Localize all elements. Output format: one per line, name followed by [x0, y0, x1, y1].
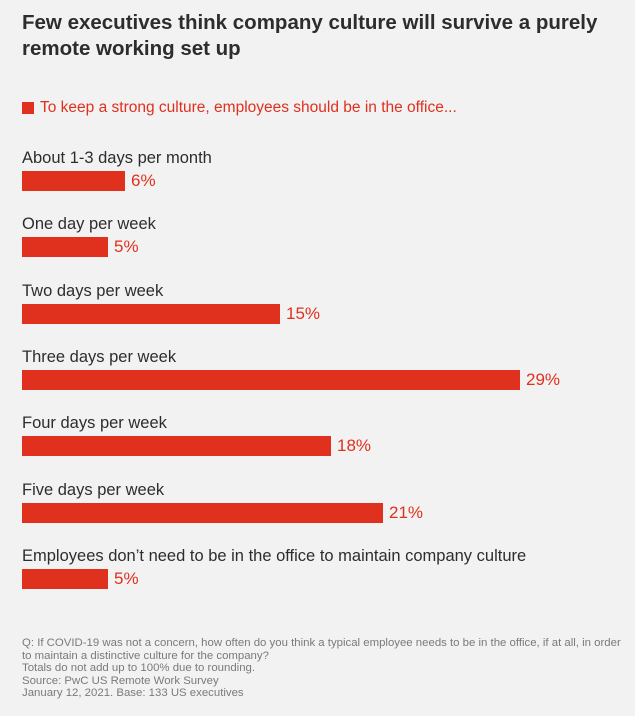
footnote-source: Source: PwC US Remote Work Survey	[22, 674, 219, 687]
category-label: Three days per week	[22, 347, 177, 366]
bar	[22, 568, 108, 589]
bar-row: One day per week 5%	[22, 214, 622, 266]
bar-value-label: 6%	[131, 171, 156, 190]
bar	[22, 303, 280, 324]
legend-swatch	[22, 102, 34, 114]
bar	[22, 502, 383, 523]
footnote-question: Q: If COVID-19 was not a concern, how of…	[22, 637, 621, 662]
bar-row: Five days per week 21%	[22, 480, 622, 532]
category-label: Five days per week	[22, 480, 165, 499]
chart-legend: To keep a strong culture, employees shou…	[22, 99, 457, 117]
bar	[22, 369, 520, 390]
bar-row: Two days per week 15%	[22, 281, 622, 333]
bar-value-label: 21%	[389, 502, 424, 522]
chart-title: Few executives think company culture wil…	[22, 11, 598, 60]
chart-footnote: Q: If COVID-19 was not a concern, how of…	[22, 637, 622, 700]
bar-value-label: 5%	[114, 568, 139, 588]
bar	[22, 436, 331, 457]
category-label: About 1-3 days per month	[22, 149, 212, 167]
bar-value-label: 5%	[114, 237, 139, 257]
bar-value-label: 15%	[286, 303, 321, 323]
category-label: Two days per week	[22, 281, 164, 300]
bar-value-label: 18%	[337, 436, 372, 456]
legend-label: To keep a strong culture, employees shou…	[40, 99, 457, 116]
category-label: One day per week	[22, 215, 156, 234]
bar	[22, 237, 108, 258]
bar-row: Employees don’t need to be in the office…	[22, 546, 622, 598]
footnote-base: January 12, 2021. Base: 133 US executive…	[22, 687, 244, 700]
bar	[22, 171, 125, 191]
bar-row: Four days per week 18%	[22, 413, 622, 465]
footnote-rounding: Totals do not add up to 100% due to roun…	[22, 662, 256, 675]
bar-row: About 1-3 days per month 6%	[22, 148, 622, 200]
category-label: Employees don’t need to be in the office…	[22, 546, 527, 565]
bar-row: Three days per week 29%	[22, 347, 622, 399]
bar-value-label: 29%	[526, 369, 561, 389]
category-label: Four days per week	[22, 414, 167, 433]
